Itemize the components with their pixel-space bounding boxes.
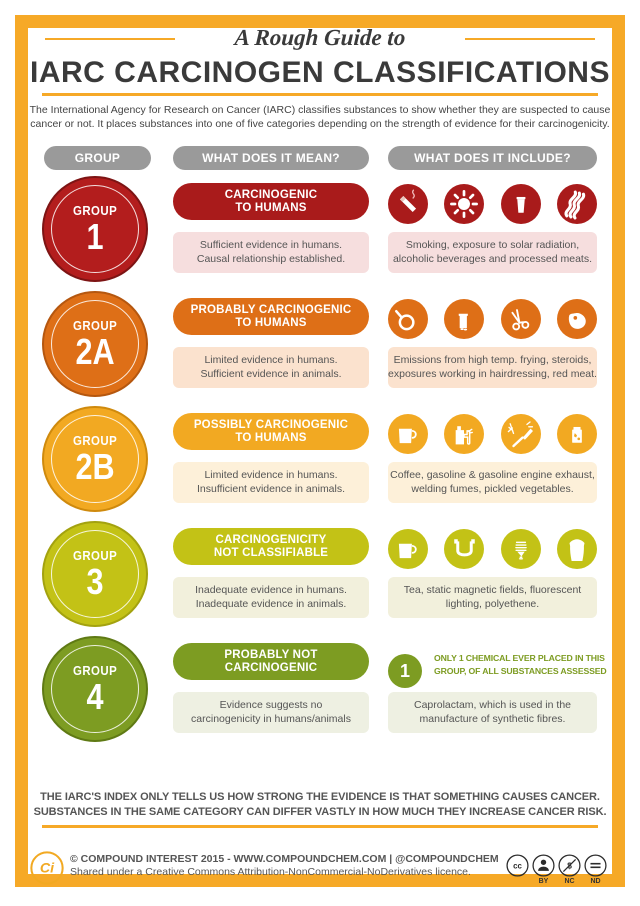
svg-text:Ci: Ci xyxy=(40,860,55,876)
svg-text:cc: cc xyxy=(513,862,522,871)
